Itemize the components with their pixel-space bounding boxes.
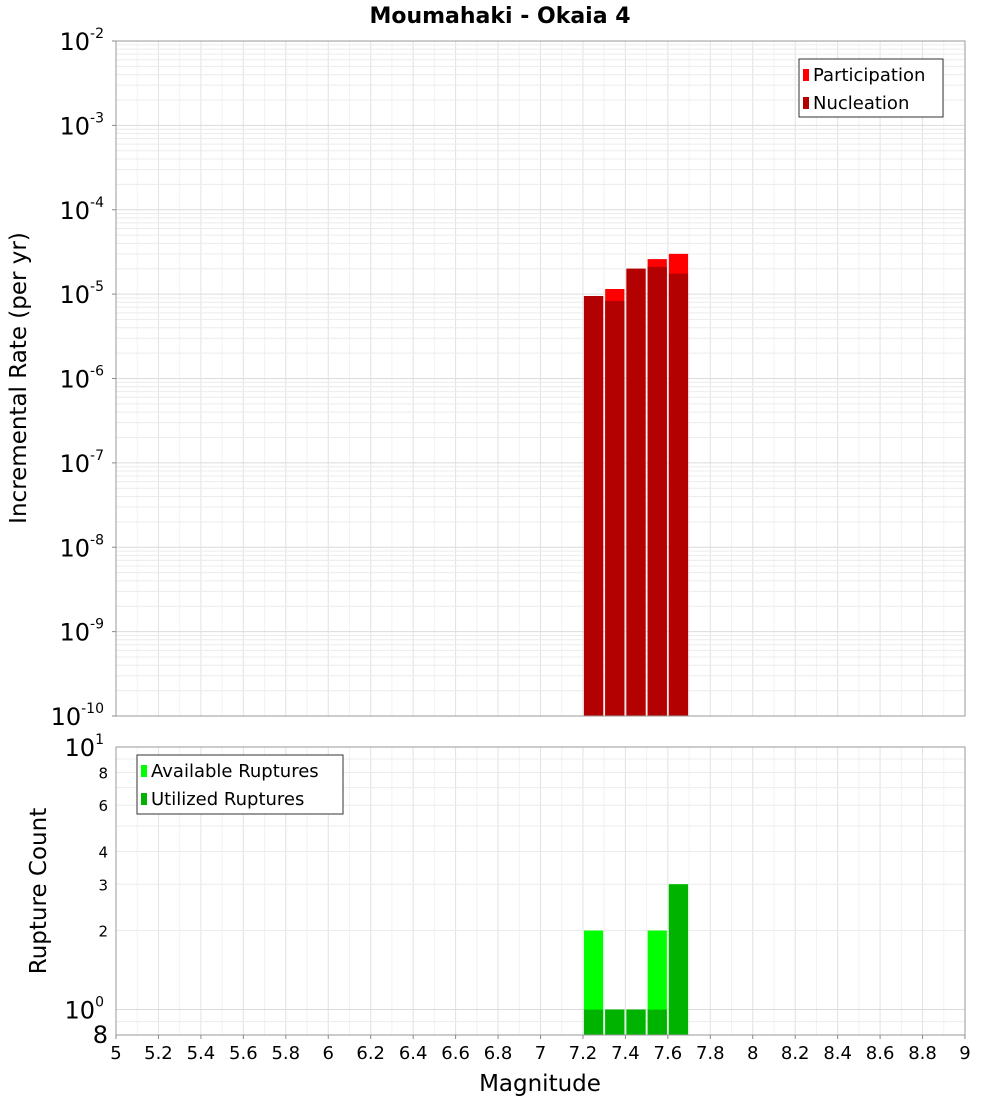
x-tick-label: 8.2 bbox=[781, 1043, 810, 1064]
tick-exponent: -5 bbox=[90, 279, 104, 295]
x-tick-label: 6.4 bbox=[399, 1043, 428, 1064]
bottom-y-minor-tick-label: 6 bbox=[98, 797, 108, 815]
bottom-bar-utilized-ruptures-0 bbox=[583, 1009, 604, 1035]
tick-base: 10 bbox=[59, 366, 90, 394]
top-bar-nucleation-2 bbox=[626, 268, 646, 716]
top-y-tick-label: 10-5 bbox=[59, 279, 104, 309]
tick-base: 10 bbox=[51, 703, 82, 731]
bottom-legend: Available Ruptures Utilized Ruptures bbox=[136, 754, 344, 815]
x-tick-label: 8.8 bbox=[908, 1043, 937, 1064]
bottom-panel-bars bbox=[583, 884, 689, 1035]
top-bar-nucleation-0 bbox=[583, 296, 604, 716]
x-tick-label: 5 bbox=[110, 1043, 121, 1064]
x-tick-label: 6 bbox=[323, 1043, 334, 1064]
x-axis-label: Magnitude bbox=[479, 1071, 601, 1097]
top-bar-nucleation-1 bbox=[605, 300, 625, 716]
bottom-y-axis-label: Rupture Count bbox=[26, 808, 52, 974]
bottom-legend-swatch bbox=[141, 765, 147, 777]
top-legend-box bbox=[798, 58, 944, 118]
bottom-bar-utilized-ruptures-4 bbox=[668, 884, 689, 1035]
tick-exponent: -2 bbox=[90, 26, 104, 42]
tick-exponent: -6 bbox=[90, 364, 104, 380]
chart-title: Moumahaki - Okaia 4 bbox=[369, 4, 630, 29]
tick-base: 10 bbox=[65, 734, 96, 762]
bottom-y-minor-tick-label: 2 bbox=[98, 923, 108, 941]
top-bar-nucleation-3 bbox=[647, 266, 667, 716]
top-legend: Participation Nucleation bbox=[798, 58, 944, 118]
top-y-tick-label: 10-6 bbox=[59, 364, 104, 394]
x-tick-label: 7.2 bbox=[569, 1043, 598, 1064]
tick-base: 10 bbox=[59, 450, 90, 478]
bottom-legend-label: Available Ruptures bbox=[151, 761, 319, 782]
x-tick-label: 6.6 bbox=[441, 1043, 470, 1064]
bottom-y-minor-tick-label: 3 bbox=[98, 876, 108, 894]
x-tick-label: 5.6 bbox=[229, 1043, 258, 1064]
tick-exponent: -8 bbox=[90, 532, 104, 548]
x-ticks: 5 5.2 5.4 5.6 5.8 6 6.2 6.4 6.6 6.8 7 7.2 7.4 7.6 7.8 8… bbox=[110, 1035, 971, 1064]
tick-exponent: -7 bbox=[90, 448, 104, 464]
x-tick-label: 8.4 bbox=[823, 1043, 852, 1064]
x-tick-label: 8 bbox=[747, 1043, 758, 1064]
tick-base: 10 bbox=[65, 997, 96, 1025]
bottom-bar-available-ruptures-0 bbox=[583, 930, 604, 1035]
tick-base: 10 bbox=[59, 112, 90, 140]
bottom-bar-available-ruptures-3 bbox=[647, 930, 667, 1035]
bottom-legend-box bbox=[136, 754, 344, 815]
tick-base: 10 bbox=[59, 534, 90, 562]
bottom-y-minor-tick-label: 8 bbox=[98, 764, 108, 782]
x-tick-label: 5.8 bbox=[271, 1043, 300, 1064]
top-legend-label: Nucleation bbox=[813, 93, 909, 114]
x-tick-label: 8.6 bbox=[866, 1043, 895, 1064]
tick-exponent: -9 bbox=[90, 617, 104, 633]
x-tick-label: 7 bbox=[535, 1043, 546, 1064]
top-legend-swatch bbox=[803, 97, 809, 109]
tick-base: 10 bbox=[59, 28, 90, 56]
bottom-bar-utilized-ruptures-2 bbox=[626, 1009, 646, 1035]
x-tick-label: 6.8 bbox=[484, 1043, 513, 1064]
top-legend-label: Participation bbox=[813, 65, 925, 86]
bottom-y-minor-tick-label: 4 bbox=[98, 843, 108, 861]
top-panel-grid bbox=[115, 41, 966, 717]
x-tick-label: 6.2 bbox=[356, 1043, 385, 1064]
tick-base: 10 bbox=[59, 197, 90, 225]
top-y-tick-label: 10-2 bbox=[59, 26, 104, 56]
x-tick-label: 7.8 bbox=[696, 1043, 725, 1064]
tick-exponent: 1 bbox=[95, 732, 104, 748]
x-tick-label: 5.4 bbox=[187, 1043, 216, 1064]
tick-exponent: -3 bbox=[90, 110, 104, 126]
tick-base: 10 bbox=[59, 619, 90, 647]
bottom-legend-label: Utilized Ruptures bbox=[151, 789, 304, 810]
bottom-y-tick-label: 100 bbox=[65, 995, 104, 1025]
top-y-tick-label: 10-8 bbox=[59, 532, 104, 562]
top-y-axis-label: Incremental Rate (per yr) bbox=[6, 232, 32, 524]
bottom-y-tick-label: 101 bbox=[65, 732, 104, 762]
bottom-legend-swatch bbox=[141, 793, 147, 805]
tick-base: 10 bbox=[59, 281, 90, 309]
top-panel-bars bbox=[583, 253, 689, 716]
tick-exponent: -10 bbox=[81, 701, 104, 717]
top-y-tick-label: 10-9 bbox=[59, 617, 104, 647]
top-y-tick-label: 10-3 bbox=[59, 110, 104, 140]
bottom-bar-utilized-ruptures-1 bbox=[605, 1009, 625, 1035]
top-y-tick-label: 10-4 bbox=[59, 195, 104, 225]
x-tick-label: 7.4 bbox=[611, 1043, 640, 1064]
x-tick-label: 7.6 bbox=[654, 1043, 683, 1064]
top-legend-swatch bbox=[803, 69, 809, 81]
top-y-tick-label: 10-7 bbox=[59, 448, 104, 478]
bottom-bar-utilized-ruptures-3 bbox=[647, 1009, 667, 1035]
top-y-ticks: 10-210-310-410-510-610-710-810-910-10 bbox=[51, 26, 116, 731]
bottom-y-base-tick-label: 8 bbox=[93, 1021, 108, 1049]
x-tick-label: 5.2 bbox=[144, 1043, 173, 1064]
top-bar-nucleation-4 bbox=[668, 273, 689, 716]
tick-exponent: -4 bbox=[90, 195, 104, 211]
top-y-tick-label: 10-10 bbox=[51, 701, 104, 731]
tick-exponent: 0 bbox=[95, 995, 104, 1011]
x-tick-label: 9 bbox=[959, 1043, 970, 1064]
